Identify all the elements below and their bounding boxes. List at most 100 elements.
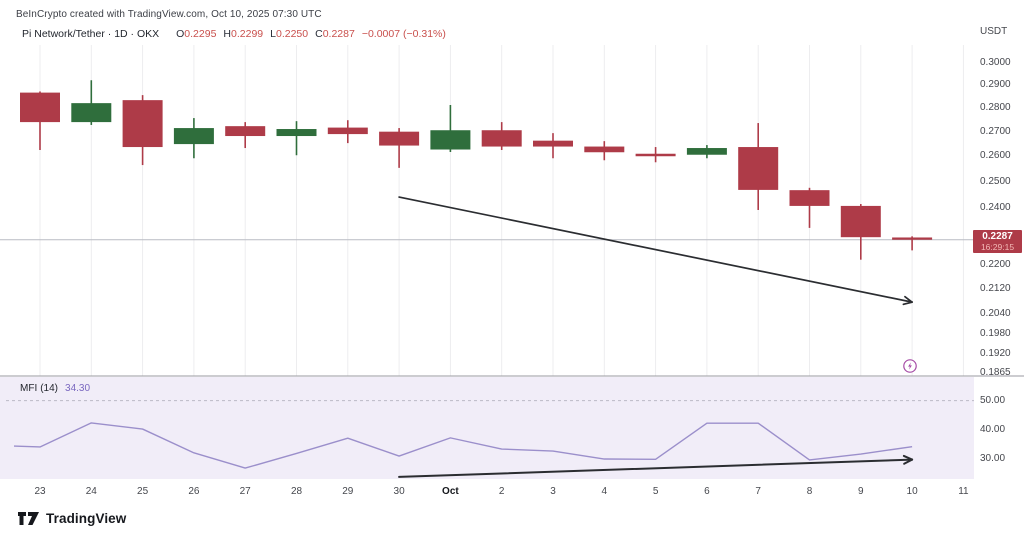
candle-body: [533, 140, 573, 147]
time-axis-label: 10: [906, 486, 918, 497]
price-axis-tick: 0.2500: [980, 175, 1011, 187]
price-axis-tick: 0.2900: [980, 79, 1011, 91]
ohlc-high-value: 0.2299: [231, 28, 264, 40]
candle-body: [379, 131, 420, 146]
candle-Oct-6[interactable]: [686, 145, 727, 159]
candle-Sep-23[interactable]: [20, 91, 60, 151]
price-axis-tick: 0.1920: [980, 347, 1011, 359]
time-axis-label: 6: [704, 486, 710, 497]
trend-arrow-up[interactable]: [398, 458, 914, 478]
trend-arrow-down-head: [904, 295, 913, 303]
trend-arrow-up-head: [903, 458, 914, 465]
candle-body: [430, 130, 471, 150]
candle-body: [327, 127, 368, 135]
price-axis-tick: 0.2200: [980, 258, 1011, 270]
indicator-params: (14): [40, 383, 59, 394]
candle-body: [738, 147, 779, 190]
candle-body: [481, 130, 522, 147]
candle-Sep-30[interactable]: [379, 128, 420, 168]
time-axis-label: 5: [652, 486, 659, 497]
candle-Oct-3[interactable]: [533, 133, 573, 159]
time-axis-label: 23: [34, 486, 46, 497]
candle-body: [276, 129, 317, 137]
time-axis-label: 30: [393, 486, 405, 497]
price-axis-tick: 0.1865: [980, 366, 1011, 378]
candle-Sep-24[interactable]: [71, 80, 112, 125]
ohlc-low-value: 0.2250: [275, 28, 309, 40]
ohlc-close-label: C: [315, 28, 323, 40]
time-axis-label: 27: [239, 486, 251, 497]
time-axis-label: 24: [85, 486, 97, 497]
time-axis-label: 8: [806, 486, 813, 497]
candle-body: [225, 126, 266, 137]
candle-body: [71, 103, 112, 123]
time-axis-label: 11: [958, 486, 969, 497]
symbol-title: Pi Network/Tether · 1D · OKX: [22, 28, 160, 40]
candle-body: [840, 205, 881, 238]
candle-Oct-10[interactable]: [892, 236, 933, 251]
time-axis-label: 28: [290, 486, 303, 497]
trend-arrow-down[interactable]: [398, 196, 913, 303]
mfi-axis-tick: 40.00: [980, 423, 1006, 435]
time-axis-label: 26: [188, 486, 200, 497]
time-axis-label: 25: [137, 486, 149, 497]
candle-Sep-26[interactable]: [173, 118, 214, 159]
ohlc-low-label: L: [270, 28, 276, 40]
candle-Oct-8[interactable]: [789, 187, 830, 228]
candle-Oct-5[interactable]: [635, 147, 676, 163]
mfi-axis-tick: 30.00: [980, 453, 1006, 465]
trend-arrow-up-head: [902, 454, 914, 461]
candle-body: [584, 146, 625, 153]
price-axis-tick: 0.2120: [980, 283, 1011, 295]
ohlc-open-label: O: [176, 28, 185, 40]
boost-lightning-icon[interactable]: [902, 358, 918, 374]
time-axis-label: 4: [601, 486, 608, 497]
candle-Sep-29[interactable]: [327, 120, 368, 144]
candle-Sep-25[interactable]: [122, 95, 163, 166]
ohlc-high-label: H: [223, 28, 232, 40]
last-price-label: 0.2287 16:29:15: [973, 230, 1022, 253]
last-price-value: 0.2287: [982, 231, 1013, 242]
candle-body: [20, 92, 60, 123]
mfi-plot-line: [13, 422, 913, 469]
indicator-name: MFI: [20, 383, 38, 394]
credit-line: BeInCrypto created with TradingView.com,…: [16, 9, 322, 20]
candle-Oct-9[interactable]: [840, 204, 881, 260]
time-axis-label: 7: [755, 486, 761, 497]
price-axis-unit: USDT: [980, 26, 1008, 37]
indicator-value: 34.30: [65, 383, 91, 394]
time-axis-label: 2: [498, 486, 505, 497]
price-axis-tick: 0.3000: [980, 57, 1011, 69]
price-axis-tick: 0.1980: [980, 327, 1011, 339]
trend-arrow-down-head: [902, 301, 913, 306]
time-axis-label: 9: [858, 486, 864, 497]
price-axis-tick: 0.2800: [980, 102, 1011, 113]
candle-Oct-2[interactable]: [481, 122, 522, 151]
candle-Sep-28[interactable]: [276, 121, 317, 156]
candle-body: [686, 148, 727, 155]
tradingview-logo-icon: [18, 511, 39, 525]
candle-Sep-27[interactable]: [225, 122, 266, 149]
tradingview-logo[interactable]: TradingView: [18, 511, 126, 526]
bar-countdown: 16:29:15: [980, 242, 1015, 252]
tradingview-logo-text: TradingView: [46, 511, 127, 526]
candle-body: [892, 237, 933, 240]
candle-Oct-7[interactable]: [738, 123, 779, 210]
mfi-axis-tick: 50.00: [980, 394, 1006, 406]
candle-body: [173, 128, 214, 145]
ohlc-change-value: −0.0007 (−0.31%): [361, 28, 446, 40]
symbol-legend[interactable]: Pi Network/Tether · 1D · OKX O0.2295 H0.22…: [22, 28, 446, 40]
candle-Oct-4[interactable]: [584, 141, 625, 161]
ohlc-open-value: 0.2295: [184, 28, 217, 40]
candle-Oct-1[interactable]: [430, 104, 471, 153]
time-axis-label: 29: [342, 486, 354, 497]
candle-body: [789, 190, 830, 206]
price-axis-tick: 0.2400: [980, 202, 1011, 214]
candle-body: [122, 100, 163, 148]
time-axis-label: 3: [550, 486, 556, 497]
price-axis-tick: 0.2040: [980, 308, 1011, 320]
time-axis-label: Oct: [442, 486, 459, 497]
indicator-legend-mfi[interactable]: MFI (14) 34.30: [20, 383, 90, 394]
